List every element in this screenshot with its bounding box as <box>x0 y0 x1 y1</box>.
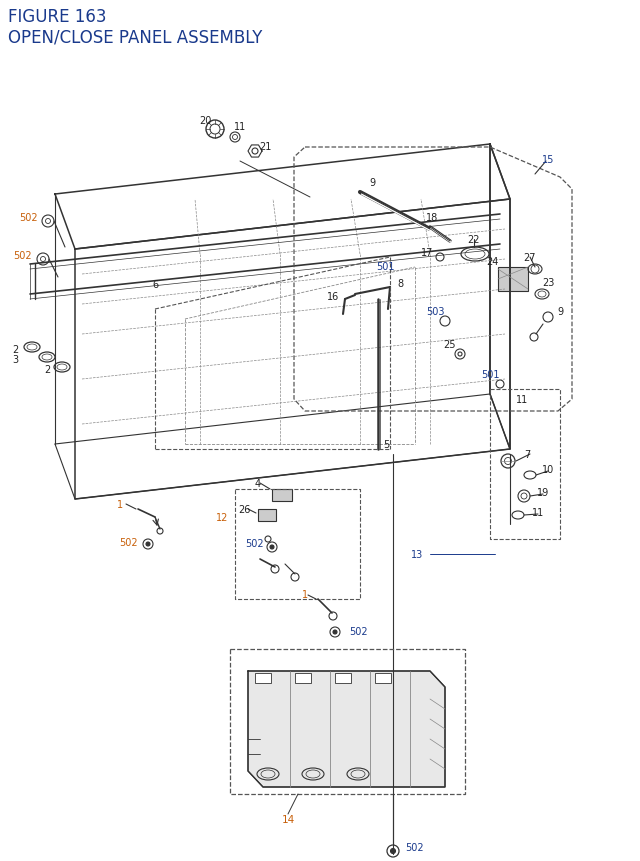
Text: 25: 25 <box>444 339 456 350</box>
Text: 19: 19 <box>537 487 549 498</box>
Text: 11: 11 <box>234 122 246 132</box>
Bar <box>258 510 276 522</box>
Polygon shape <box>248 672 445 787</box>
Text: 17: 17 <box>421 248 433 257</box>
Bar <box>272 489 292 501</box>
Text: 4: 4 <box>255 479 261 488</box>
Text: OPEN/CLOSE PANEL ASSEMBLY: OPEN/CLOSE PANEL ASSEMBLY <box>8 28 262 46</box>
Text: 20: 20 <box>199 116 211 126</box>
Circle shape <box>146 542 150 547</box>
Text: 22: 22 <box>468 235 480 245</box>
Text: 5: 5 <box>383 439 389 449</box>
Text: 24: 24 <box>486 257 498 267</box>
Text: 502: 502 <box>118 537 138 548</box>
Bar <box>335 673 351 684</box>
Text: 9: 9 <box>557 307 563 317</box>
Text: 13: 13 <box>411 549 423 560</box>
Circle shape <box>390 848 396 853</box>
Text: 3: 3 <box>12 355 18 364</box>
Bar <box>375 673 391 684</box>
Text: 2: 2 <box>44 364 50 375</box>
Text: 8: 8 <box>397 279 403 288</box>
Text: 2: 2 <box>12 344 18 355</box>
Text: 11: 11 <box>516 394 528 405</box>
Polygon shape <box>498 268 528 292</box>
Text: 6: 6 <box>152 280 158 289</box>
Text: 14: 14 <box>282 814 294 824</box>
Text: 16: 16 <box>327 292 339 301</box>
Text: 18: 18 <box>426 213 438 223</box>
Text: 502: 502 <box>13 251 32 261</box>
Text: 21: 21 <box>259 142 271 152</box>
Text: 502: 502 <box>349 626 367 636</box>
Text: 1: 1 <box>117 499 123 510</box>
Text: FIGURE 163: FIGURE 163 <box>8 8 106 26</box>
Bar <box>295 673 311 684</box>
Text: 23: 23 <box>542 278 554 288</box>
Text: 15: 15 <box>542 155 554 164</box>
Text: 501: 501 <box>481 369 499 380</box>
Bar <box>255 673 271 684</box>
Circle shape <box>333 630 337 635</box>
Text: 27: 27 <box>524 253 536 263</box>
Text: 503: 503 <box>426 307 444 317</box>
Text: 502: 502 <box>19 213 37 223</box>
Text: 12: 12 <box>216 512 228 523</box>
Text: 502: 502 <box>406 842 424 852</box>
Text: 501: 501 <box>376 262 394 272</box>
Text: 9: 9 <box>369 177 375 188</box>
Text: 1: 1 <box>302 589 308 599</box>
Text: 10: 10 <box>542 464 554 474</box>
Circle shape <box>270 545 274 549</box>
Text: 7: 7 <box>524 449 530 460</box>
Text: 11: 11 <box>532 507 544 517</box>
Text: 502: 502 <box>246 538 264 548</box>
Text: 26: 26 <box>238 505 250 514</box>
